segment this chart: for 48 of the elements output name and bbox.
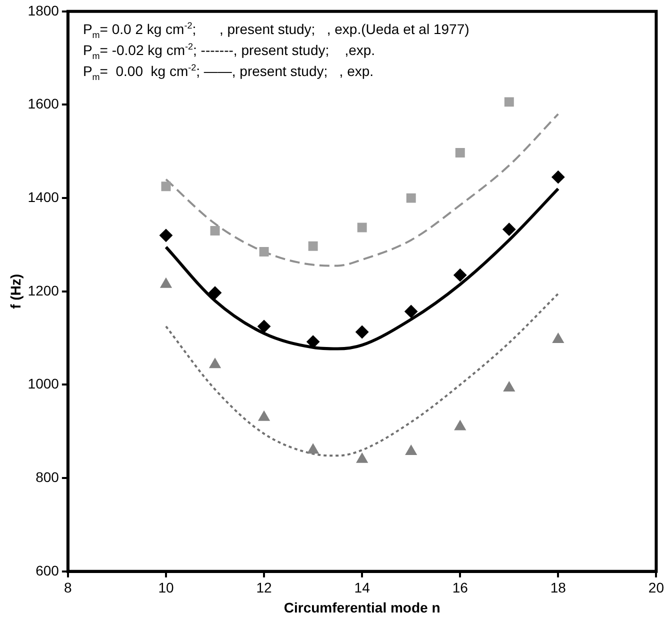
point [209, 358, 221, 368]
line-series [164, 292, 560, 457]
point [504, 97, 514, 107]
point [454, 268, 467, 282]
y-tick-label: 1800 [28, 2, 60, 18]
x-tick-label: 8 [64, 580, 72, 596]
y-tick-label: 1200 [28, 282, 60, 298]
point [406, 193, 416, 203]
point [208, 286, 222, 300]
x-tick-label: 12 [256, 580, 272, 596]
point [308, 241, 318, 251]
x-tick-label: 16 [452, 580, 468, 596]
point [210, 226, 220, 236]
y-tick-label: 1600 [28, 96, 60, 112]
point [404, 304, 418, 318]
line-series [164, 113, 560, 267]
point [306, 335, 320, 348]
annotation: P$_{m}$= -0.02 kg cm$^{-2}$; -------, present study; ,exp. [82, 42, 376, 62]
point [552, 332, 564, 343]
point [159, 228, 172, 242]
x-tick-label: 18 [550, 580, 566, 596]
x-tick-label: 10 [158, 580, 174, 596]
line-series [164, 187, 560, 350]
point [552, 170, 565, 184]
point [258, 320, 271, 333]
point [356, 452, 368, 463]
annotation: P$_{m}$= 0.0 2 kg cm$^{-2}$; , present study; , exp.(Ueda et al 1977) [82, 20, 470, 40]
y-tick-label: 1400 [28, 188, 60, 205]
point [160, 278, 172, 288]
point [405, 444, 417, 455]
point [307, 444, 319, 454]
point [161, 182, 171, 192]
point [258, 410, 270, 421]
x-axis-title: Circumferential mode n [284, 599, 440, 616]
point [455, 148, 465, 158]
x-tick-label: 20 [648, 580, 664, 596]
point [259, 246, 269, 256]
point [502, 222, 516, 236]
point [356, 326, 369, 338]
y-tick-label: 1000 [28, 376, 60, 392]
annotation: P$_{m}$= 0.00 kg cm$^{-2}$; ——, present study; , exp. [82, 62, 374, 82]
point [454, 420, 466, 430]
y-tick-label: 800 [36, 468, 60, 485]
point [357, 222, 367, 232]
x-tick-label: 14 [354, 580, 370, 596]
point [503, 382, 515, 392]
y-tick-label: 600 [36, 562, 60, 578]
y-axis-title: f (Hz) [7, 274, 24, 309]
